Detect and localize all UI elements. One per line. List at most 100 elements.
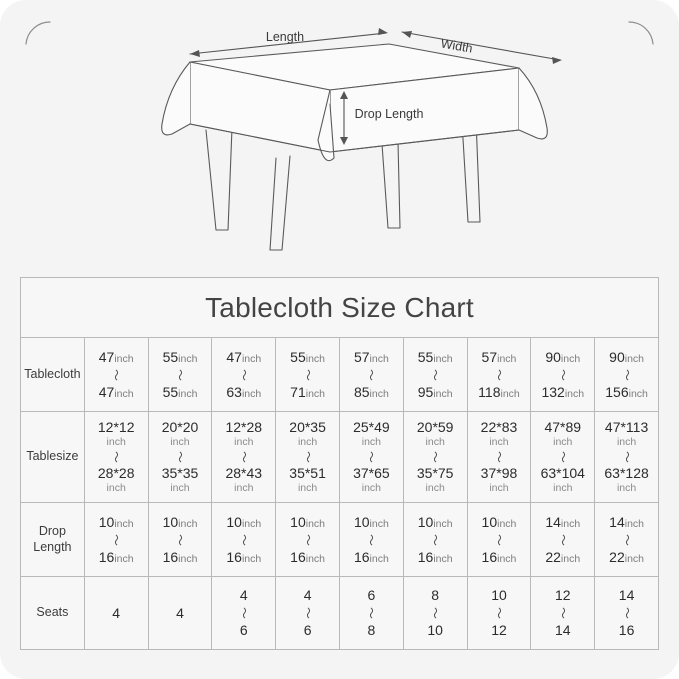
value-max: 132 [541, 383, 565, 400]
unit-label: inch [624, 352, 644, 365]
unit-label: inch [234, 481, 254, 494]
length-arrow-head-left [190, 50, 200, 57]
cell-seats-1: 4 [83, 576, 149, 650]
range-separator: 〜 [236, 533, 251, 546]
range-separator: 〜 [619, 606, 634, 620]
value-max: 55 [162, 383, 179, 400]
range-separator: 〜 [555, 450, 570, 464]
unit-label: inch [628, 387, 648, 400]
range-separator: 〜 [619, 450, 634, 464]
value-max: 22 [609, 548, 625, 565]
value-min: 47 [98, 348, 115, 365]
cell-seats-5: 6 〜 8 [338, 576, 404, 650]
cell-drop-4: 10inch 〜 16inch [275, 502, 340, 577]
value-max: 63*128 [604, 465, 649, 481]
value-max: 16 [162, 548, 179, 565]
unit-label: inch [170, 481, 190, 494]
unit-label: inch [497, 352, 517, 365]
drop-length-label: Drop Length [355, 107, 424, 121]
value-max: 14 [554, 622, 571, 638]
range-separator: 〜 [236, 368, 251, 381]
table-row-drop-length: Drop Length 10inch 〜 16inch 10inch [20, 502, 659, 577]
corner-arc-top-left [25, 21, 51, 45]
unit-label: inch [241, 517, 262, 530]
cell-tablesize-4: 20*35 inch 〜 35*51 inch [275, 411, 340, 503]
value-min: 55 [290, 348, 306, 365]
value-min: 8 [431, 587, 440, 604]
cell-tablesize-3: 12*28 inch 〜 28*43 inch [211, 411, 277, 503]
cell-tablecloth-6: 55inch 〜 95inch [402, 337, 468, 412]
value-min: 14 [545, 513, 561, 530]
length-label: Length [266, 30, 304, 44]
unit-label: inch [560, 517, 581, 530]
cloth-left-flare [161, 61, 191, 136]
unit-label: inch [489, 435, 509, 448]
unit-label: inch [297, 481, 318, 494]
range-separator: 〜 [364, 606, 379, 620]
value-min: 10 [353, 513, 370, 530]
width-arrow-head-left [402, 31, 412, 38]
cell-tablesize-7: 22*83 inch 〜 37*98 inch [466, 411, 532, 503]
value-max: 95 [417, 383, 434, 400]
value-min: 20*20 [161, 419, 199, 436]
table-row-tablesize: Tablesize 12*12 inch 〜 28*28 inch 20*20 inc… [20, 411, 659, 503]
value-min: 4 [239, 587, 248, 604]
value-max: 28*28 [97, 465, 135, 481]
row-label-tablecloth: Tablecloth [20, 337, 85, 412]
cell-drop-9: 14inch 〜 22inch [594, 502, 659, 577]
length-arrow-line [189, 32, 387, 55]
range-separator: 〜 [555, 533, 570, 546]
value-max: 37*98 [480, 465, 518, 481]
cell-tablesize-6: 20*59 inch 〜 35*75 inch [402, 411, 468, 503]
value-max: 10 [427, 622, 443, 638]
value-min: 90 [545, 348, 561, 365]
table-row-tablecloth: Tablecloth 47inch 〜 47inch 55inch 〜 55in… [20, 337, 659, 412]
range-separator: 〜 [109, 450, 124, 464]
corner-arc-top-right [628, 21, 654, 45]
value-min: 14 [609, 513, 625, 530]
value-min: 6 [367, 587, 376, 604]
range-separator: 〜 [300, 368, 315, 381]
width-arrow-line [401, 31, 561, 61]
value-min: 10 [481, 513, 498, 530]
value-min: 55 [162, 348, 179, 365]
value-max: 47 [98, 383, 115, 400]
unit-label: inch [369, 552, 389, 565]
value-max: 35*51 [289, 465, 326, 481]
value-min: 10 [290, 513, 306, 530]
value-min: 20*59 [416, 419, 454, 436]
cell-seats-3: 4 〜 6 [211, 576, 277, 650]
size-chart-table: Tablecloth Size Chart Tablecloth 47inch … [20, 277, 659, 650]
cell-seats-7: 10 〜 12 [466, 576, 532, 650]
range-separator: 〜 [300, 606, 315, 620]
range-separator: 〜 [428, 606, 443, 620]
unit-label: inch [433, 352, 453, 365]
value-max: 156 [605, 383, 629, 400]
value-min: 12*28 [225, 419, 263, 436]
unit-label: inch [553, 435, 573, 448]
value-max: 63*104 [540, 465, 585, 481]
chart-title: Tablecloth Size Chart [205, 291, 474, 323]
range-separator: 〜 [236, 450, 251, 464]
unit-label: inch [305, 352, 325, 365]
cell-drop-2: 10inch 〜 16inch [147, 502, 213, 577]
value-min: 20*35 [289, 419, 326, 436]
row-label-seats: Seats [20, 576, 85, 650]
unit-label: inch [114, 387, 134, 400]
table-legs [205, 119, 481, 251]
cell-seats-4: 4 〜 6 [275, 576, 340, 650]
unit-label: inch [433, 552, 453, 565]
row-label-drop-line1: Drop [38, 523, 66, 538]
unit-label: inch [624, 517, 644, 530]
value-max: 12 [491, 622, 507, 638]
value-min: 22*83 [480, 419, 518, 436]
cell-tablesize-9: 47*113 inch 〜 63*128 inch [594, 411, 659, 503]
unit-label: inch [369, 352, 389, 365]
unit-label: inch [178, 552, 198, 565]
range-separator: 〜 [364, 533, 379, 546]
value-max: 28*43 [225, 465, 263, 481]
unit-label: inch [560, 552, 581, 565]
value-min: 57 [353, 348, 370, 365]
width-label: Width [440, 36, 474, 55]
unit-label: inch [114, 517, 134, 530]
